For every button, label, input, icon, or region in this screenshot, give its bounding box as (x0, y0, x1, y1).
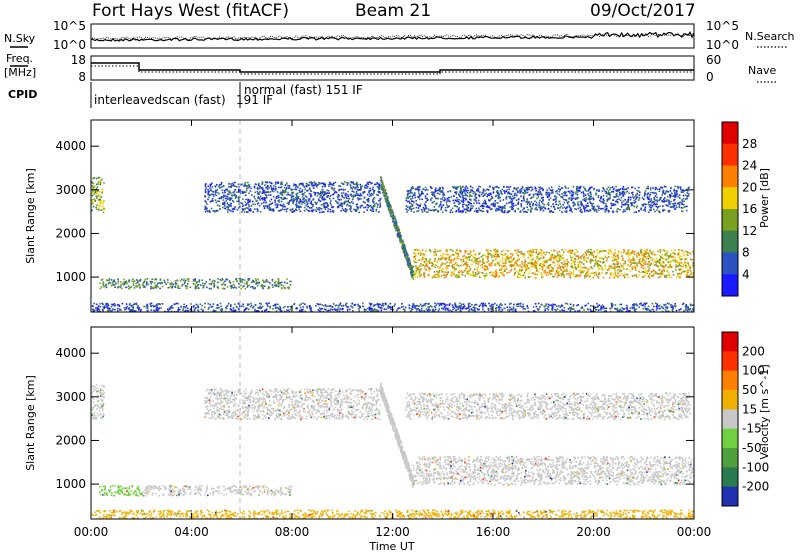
x-tick-label: 12:00 (375, 525, 410, 539)
x-tick-label: 00:00 (677, 525, 712, 539)
colorbar-swatch (722, 209, 738, 232)
noise-panel: 10^5 10^0 10^5 10^0 (53, 19, 739, 52)
colorbar-tick-label: -100 (742, 460, 769, 474)
noise-right-tick-top: 10^5 (706, 19, 739, 33)
noise-right-tick-bottom: 10^0 (706, 38, 739, 52)
y-tick-label: 3000 (55, 390, 86, 404)
nave-label: Nave (748, 64, 776, 77)
colorbar-swatch (722, 252, 738, 275)
power-colorbar: 28 24 20 16 12 8 4 (721, 121, 757, 297)
nsky-series (90, 31, 695, 42)
colorbar-tick-label: -50 (742, 441, 762, 455)
x-tick-label: 00:00 (74, 525, 109, 539)
colorbar-swatch (722, 165, 738, 188)
freq-label: Freq. (6, 52, 33, 65)
y-tick-label: 1000 (55, 270, 86, 284)
colorbar-swatch (722, 390, 738, 410)
colorbar-tick-label: 16 (742, 202, 757, 216)
colorbar-tick-label: 8 (742, 246, 750, 260)
freq-panel: 18 8 60 0 (71, 53, 722, 84)
colorbar-tick-label: 50 (742, 383, 757, 397)
y-tick-label: 1000 (55, 477, 86, 491)
y-tick-label: 4000 (55, 139, 86, 153)
colorbar-swatch (722, 428, 738, 449)
freq-panel-frame (90, 55, 695, 81)
y-tick-label: 2000 (55, 433, 86, 447)
colorbar-swatch (722, 187, 738, 210)
velocity-ylabel: Slant Range [km] (24, 375, 37, 471)
cpid-mode-2: normal (fast) 151 IF (244, 83, 363, 97)
x-tick-label: 04:00 (174, 525, 209, 539)
colorbar-tick-label: 12 (742, 224, 757, 238)
freq-right-tick-bottom: 0 (706, 70, 714, 84)
noise-left-tick-bottom: 10^0 (53, 38, 86, 52)
power-panel: 1000 2000 3000 4000 Slant Range [km] (24, 119, 695, 313)
x-tick-label: 20:00 (576, 525, 611, 539)
colorbar-swatch (722, 467, 738, 488)
power-ylabel: Slant Range [km] (24, 168, 37, 264)
colorbar-swatch (722, 448, 738, 468)
colorbar-tick-label: -15 (742, 422, 762, 436)
nsearch-label: N.Search (745, 30, 795, 43)
noise-panel-frame (90, 23, 695, 49)
time-axis-label: Time UT (368, 540, 414, 553)
nave-series (91, 65, 694, 75)
colorbar-frame (721, 121, 739, 297)
colorbar-swatch (722, 409, 738, 430)
power-axis: 1000 2000 3000 4000 (55, 139, 694, 284)
colorbar-tick-label: 200 (742, 344, 765, 358)
power-scatter (91, 176, 694, 312)
freq-unit: [MHz] (4, 66, 36, 79)
colorbar-frame (721, 331, 739, 507)
nsky-label: N.Sky (4, 32, 36, 45)
colorbar-tick-label: 15 (742, 402, 757, 416)
colorbar-swatch (722, 486, 738, 507)
freq-left-tick-top: 18 (71, 53, 86, 67)
colorbar-tick-label: 20 (742, 180, 757, 194)
colorbar-tick-label: 28 (742, 137, 757, 151)
x-tick-label: 08:00 (275, 525, 310, 539)
velocity-panel: 1000 2000 3000 4000 Slant Range [km] (24, 326, 695, 520)
time-axis: 00:00 04:00 08:00 12:00 16:00 20:00 00:00 (74, 120, 712, 539)
noise-left-tick-top: 10^5 (53, 19, 86, 33)
y-tick-label: 2000 (55, 226, 86, 240)
colorbar-tick-label: 100 (742, 364, 765, 378)
nsearch-series (90, 33, 695, 41)
freq-right-tick-top: 60 (706, 53, 721, 67)
colorbar-swatch (722, 122, 738, 145)
y-tick-label: 4000 (55, 346, 86, 360)
date-label: 09/Oct/2017 (590, 1, 696, 21)
velocity-colorbar: 200 100 50 15 -15 -50 -100 -200 (721, 331, 769, 507)
cpid-mode-1: interleavedscan (fast) (94, 93, 226, 107)
colorbar-tick-label: 24 (742, 159, 757, 173)
x-tick-label: 16:00 (476, 525, 511, 539)
colorbar-swatch (722, 332, 738, 352)
colorbar-swatch (722, 351, 738, 372)
y-tick-label: 3000 (55, 183, 86, 197)
colorbar-swatch (722, 143, 738, 166)
cpid-panel: interleavedscan (fast) 191 IF normal (fa… (90, 82, 363, 108)
cpid-label: CPID (8, 88, 37, 101)
velocity-axis: 1000 2000 3000 4000 (55, 346, 694, 491)
freq-left-tick-bottom: 8 (78, 70, 86, 84)
colorbar-tick-label: -200 (742, 480, 769, 494)
beam-label: Beam 21 (355, 1, 431, 21)
colorbar-swatch (722, 274, 738, 297)
freq-series (91, 62, 694, 73)
power-colorbar-label: Power [dB] (758, 168, 771, 228)
cpid-mode-1-if: 191 IF (236, 93, 273, 107)
colorbar-swatch (722, 370, 738, 391)
chart-title: Fort Hays West (fitACF) (92, 1, 289, 21)
colorbar-tick-label: 4 (742, 267, 750, 281)
velocity-colorbar-label: Velocity [m s^-1] (758, 364, 771, 459)
colorbar-swatch (722, 230, 738, 253)
velocity-scatter (91, 382, 694, 519)
